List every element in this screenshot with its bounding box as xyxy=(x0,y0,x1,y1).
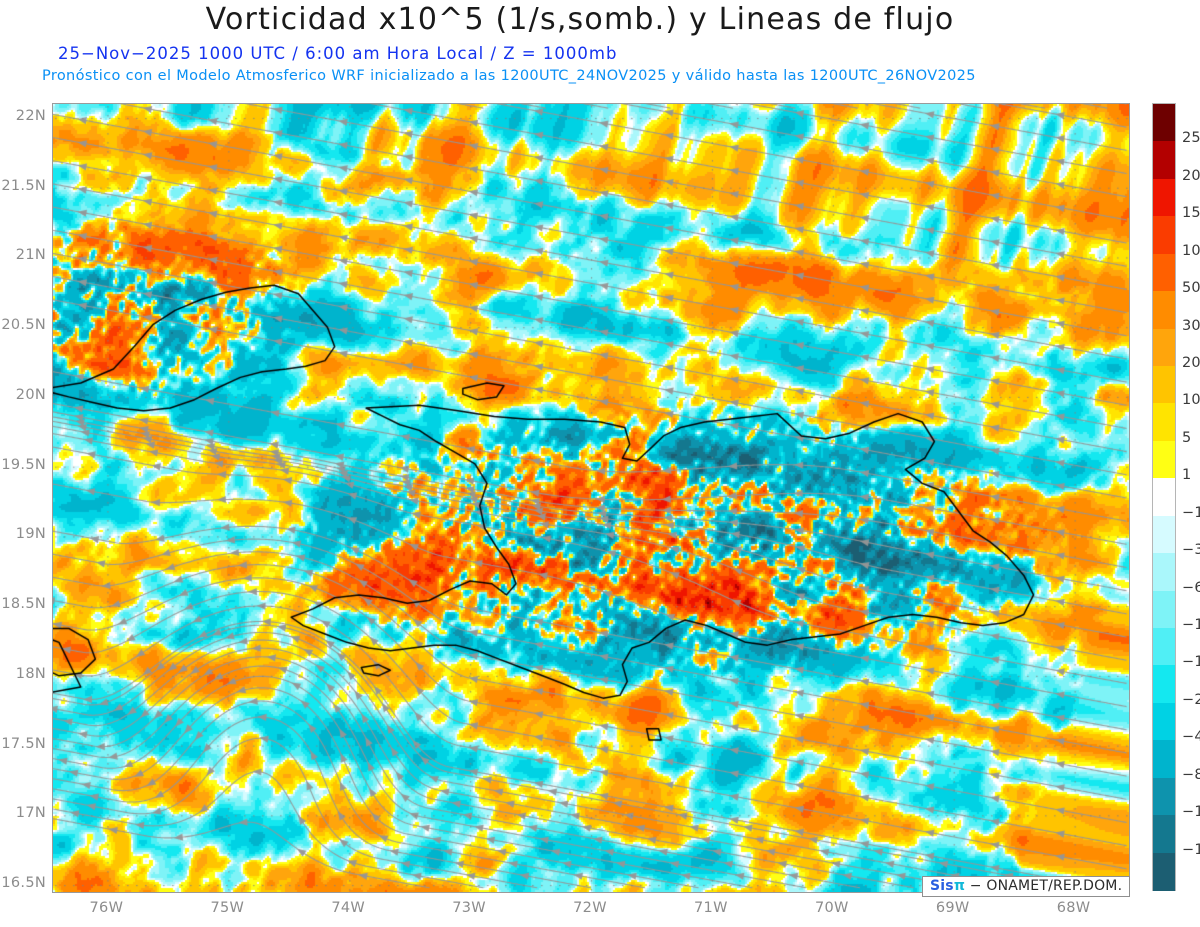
x-tick-label: 68W xyxy=(1056,900,1091,916)
colorbar-tick-label: −80 xyxy=(1182,766,1200,783)
colorbar-tick-label: 250 xyxy=(1182,130,1200,147)
colorbar-swatch xyxy=(1153,553,1175,592)
colorbar-swatch xyxy=(1153,403,1175,442)
colorbar-tick-label: −26 xyxy=(1182,691,1200,708)
colorbar-tick-label: 150 xyxy=(1182,205,1200,222)
y-tick-label: 18N xyxy=(15,665,46,682)
y-tick-label: 16.5N xyxy=(1,875,46,892)
colorbar-tick-label: 30 xyxy=(1182,317,1200,334)
x-tick-label: 74W xyxy=(331,900,366,916)
colorbar-tick-label: −12 xyxy=(1182,617,1200,633)
x-tick-label: 72W xyxy=(573,900,607,916)
colorbar-swatch xyxy=(1153,178,1175,217)
model-info-subtitle: Pronóstico con el Modelo Atmosferico WRF… xyxy=(42,68,976,84)
y-tick-label: 21.5N xyxy=(1,177,46,194)
colorbar-tick-label: 5 xyxy=(1182,429,1192,446)
x-tick-label: 71W xyxy=(694,900,728,916)
colorbar-tick-label: 1 xyxy=(1182,467,1192,484)
vorticity-map-canvas xyxy=(53,104,1129,892)
attribution-badge: Sisπ − ONAMET/REP.DOM. xyxy=(922,876,1131,897)
y-tick-label: 22N xyxy=(15,107,46,124)
colorbar-swatch xyxy=(1153,440,1175,479)
colorbar-tick-label: −3 xyxy=(1182,542,1200,559)
y-tick-label: 19N xyxy=(15,526,46,543)
y-tick-label: 17.5N xyxy=(1,735,46,752)
colorbar-swatch xyxy=(1153,216,1175,255)
colorbar-swatch xyxy=(1153,478,1175,517)
colorbar-tick-label: 10 xyxy=(1182,392,1200,409)
colorbar-tick-label: −6 xyxy=(1182,579,1200,596)
colorbar-swatch xyxy=(1153,777,1175,816)
colorbar-swatch xyxy=(1153,366,1175,405)
x-tick-label: 73W xyxy=(452,900,486,916)
x-tick-label: 75W xyxy=(210,900,245,916)
colorbar-swatch xyxy=(1153,141,1175,180)
colorbar-swatch xyxy=(1153,291,1175,330)
colorbar-tick-label: −42 xyxy=(1182,729,1200,746)
colorbar-tick-label: 100 xyxy=(1182,242,1200,259)
colorbar-tick-label: 50 xyxy=(1182,280,1200,297)
colorbar-swatch xyxy=(1153,815,1175,854)
colorbar-tick-label: −18 xyxy=(1182,654,1200,671)
brand-suffix-label: π xyxy=(953,878,966,894)
colorbar-swatch xyxy=(1153,253,1175,292)
y-tick-label: 20.5N xyxy=(1,317,46,334)
title-block: Vorticidad x10^5 (1/s,somb.) y Lineas de… xyxy=(0,0,1200,95)
brand-prefix-label: Sis xyxy=(930,878,954,894)
colorbar-swatch xyxy=(1153,702,1175,741)
x-tick-label: 70W xyxy=(814,900,849,916)
colorbar-tick-label: −1 xyxy=(1182,504,1200,521)
y-tick-label: 17N xyxy=(15,805,46,822)
colorbar-swatch xyxy=(1153,740,1175,779)
colorbar-swatch xyxy=(1153,515,1175,554)
colorbar-swatch xyxy=(1153,590,1175,629)
colorbar-tick-label: 20 xyxy=(1182,355,1200,371)
colorbar-swatch xyxy=(1153,104,1175,143)
valid-time-subtitle: 25−Nov−2025 1000 UTC / 6:00 am Hora Loca… xyxy=(58,44,618,63)
colorbar-swatch xyxy=(1153,665,1175,704)
colorbar-tick-label: 200 xyxy=(1182,167,1200,184)
page-title: Vorticidad x10^5 (1/s,somb.) y Lineas de… xyxy=(205,2,955,37)
colorbar-swatch xyxy=(1153,328,1175,367)
x-tick-label: 69W xyxy=(935,900,970,916)
organization-label: − ONAMET/REP.DOM. xyxy=(969,878,1123,894)
colorbar xyxy=(1152,103,1176,891)
colorbar-tick-label: −160 xyxy=(1182,841,1200,858)
y-tick-label: 20N xyxy=(15,386,46,403)
colorbar-swatch xyxy=(1153,852,1175,891)
colorbar-tick-label: −120 xyxy=(1182,804,1200,821)
x-tick-label: 76W xyxy=(89,900,124,916)
y-tick-label: 19.5N xyxy=(1,456,46,473)
colorbar-swatch xyxy=(1153,628,1175,667)
y-tick-label: 21N xyxy=(15,247,46,264)
y-tick-label: 18.5N xyxy=(1,596,46,613)
map-plot-area xyxy=(52,103,1130,893)
